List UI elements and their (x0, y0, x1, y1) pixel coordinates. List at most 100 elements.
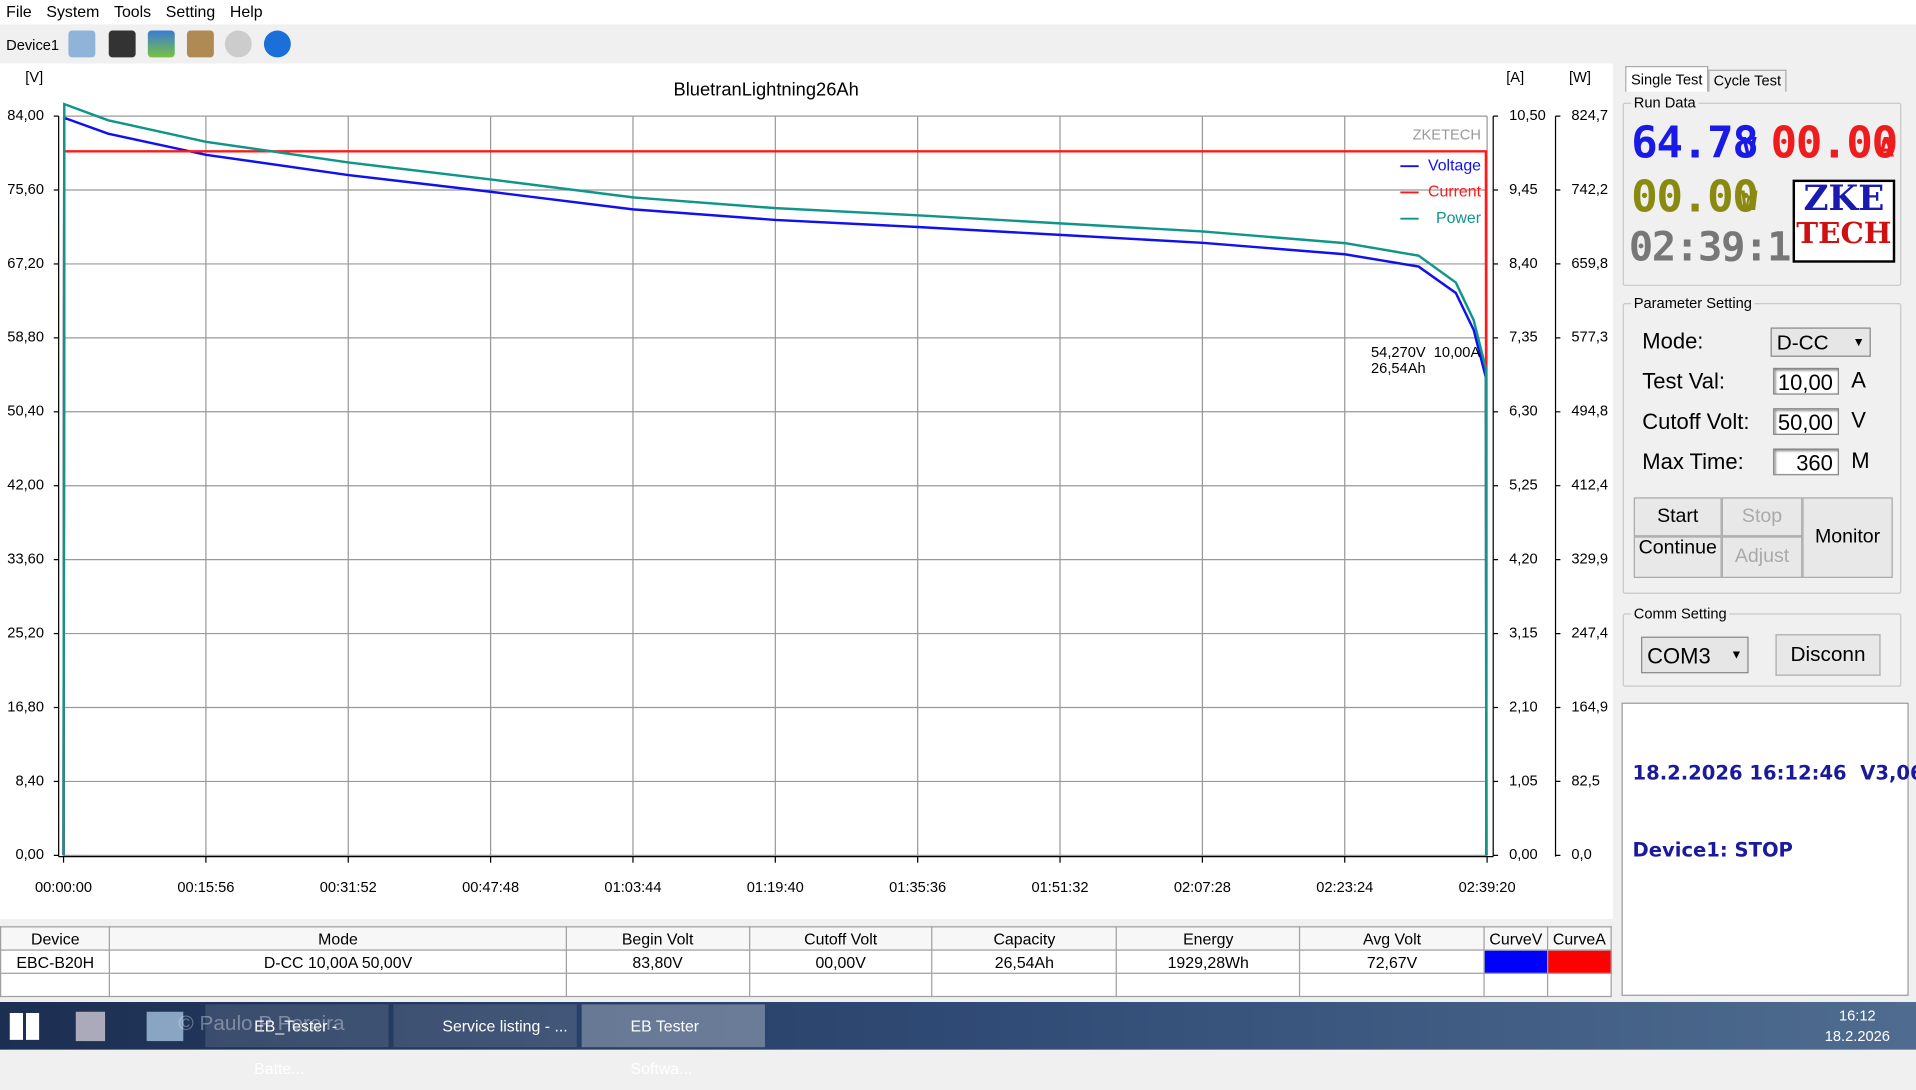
task-item[interactable]: EB_Tester - Batte... (205, 1004, 389, 1078)
table-header: CurveV (1483, 926, 1549, 951)
unit: A (1851, 367, 1866, 393)
status-line: Device1: STOP (1632, 838, 1793, 862)
table-header: Begin Volt (565, 926, 750, 951)
x-tick-label: 00:47:48 (462, 880, 519, 896)
cutoff-input[interactable]: 50,00 (1773, 408, 1840, 436)
menu-item[interactable]: Setting (165, 2, 216, 21)
table-header: Mode (109, 926, 567, 951)
tab[interactable]: Single Test (1625, 65, 1709, 92)
clock-date: 18.2.2026 (1824, 1027, 1890, 1045)
menu-item[interactable]: Tools (114, 2, 152, 21)
disconnect-button[interactable]: Disconn (1775, 634, 1881, 676)
zoom-icon[interactable] (224, 30, 252, 58)
value: COM3 (1647, 643, 1711, 669)
continue-button[interactable]: Continue (1633, 536, 1722, 578)
monitor-button[interactable]: Monitor (1802, 497, 1893, 578)
menu-item[interactable]: Help (229, 2, 263, 21)
y-tick-label: 659,8 (1571, 256, 1608, 272)
series-line (62, 116, 1488, 856)
logo: ZKE TECH (1792, 179, 1896, 263)
voltage-display: 64.78 (1631, 118, 1759, 169)
legend-label: Voltage (1428, 157, 1481, 174)
max-time-input[interactable]: 360 (1773, 448, 1840, 476)
device-tab[interactable]: Device1 (6, 36, 60, 54)
legend-label: Power (1436, 210, 1482, 227)
group-title: Run Data (1631, 94, 1699, 112)
x-tick-label: 01:19:40 (747, 880, 804, 896)
y-tick-label: 1,05 (1509, 773, 1538, 789)
logo-text: TECH (1796, 215, 1892, 251)
power-unit: W (1741, 186, 1757, 218)
calculator-icon[interactable] (75, 1011, 106, 1042)
save-icon[interactable] (108, 30, 136, 58)
stop-button[interactable]: Stop (1721, 497, 1803, 537)
table-header: CurveA (1546, 926, 1612, 951)
table-header: Avg Volt (1299, 926, 1485, 951)
chart: BluetranLightning26Ah [V] [A] [W] 0,00 8,40 16… (7, 70, 1608, 896)
table-cell (1115, 972, 1301, 998)
info-icon[interactable] (263, 30, 291, 58)
table-header: Capacity (931, 926, 1118, 951)
tools-icon[interactable] (186, 30, 214, 58)
y-tick-label: 82,5 (1571, 773, 1600, 789)
start-button[interactable] (9, 1012, 40, 1040)
table-cell (109, 972, 567, 998)
table-cell: 1929,28Wh (1115, 949, 1301, 974)
y-tick-label: 0,00 (1509, 847, 1538, 863)
x-tick-label: 01:35:36 (889, 880, 946, 896)
curve-color (1483, 949, 1549, 974)
series-line (62, 150, 1488, 856)
comm-group: Comm Setting COM3 ▼ Disconn (1622, 604, 1902, 687)
menu-bar: File System Tools Setting Help (0, 0, 1916, 25)
image-icon[interactable] (147, 30, 175, 58)
computer-icon[interactable] (146, 1011, 184, 1042)
menu-item[interactable]: File (6, 2, 32, 21)
table-cell: 26,54Ah (931, 949, 1118, 974)
test-val-input[interactable]: 10,00 (1773, 367, 1840, 395)
table-cell: D-CC 10,00A 50,00V (109, 949, 567, 974)
y-tick-label: 0,00 (15, 847, 44, 863)
y-tick-label: 8,40 (1509, 256, 1538, 272)
open-icon[interactable] (68, 30, 96, 58)
y-tick-label: 5,25 (1509, 478, 1538, 494)
clock: 16:12 18.2.2026 (1808, 1006, 1906, 1048)
current-display: 00.00 (1770, 118, 1899, 169)
y-tick-label: 577,3 (1571, 330, 1608, 346)
y-tick-label: 8,40 (15, 773, 44, 789)
toolbar: Device1 (0, 24, 1916, 64)
adjust-button[interactable]: Adjust (1721, 536, 1803, 578)
value: D-CC (1776, 331, 1829, 355)
x-tick-label: 02:39:20 (1459, 880, 1516, 896)
label: Test Val: (1642, 369, 1726, 394)
y-tick-label: 164,9 (1571, 699, 1608, 715)
table-header: Energy (1115, 926, 1301, 951)
start-button[interactable]: Start (1633, 497, 1722, 537)
y-tick-label: 4,20 (1509, 552, 1538, 568)
watermark: ZKETECH (1413, 128, 1481, 144)
x-tick-label: 00:00:00 (35, 880, 92, 896)
mode-dropdown[interactable]: D-CC ▼ (1770, 327, 1871, 357)
tab[interactable]: Cycle Test (1708, 69, 1787, 92)
x-tick-label: 01:03:44 (604, 880, 661, 896)
group-title: Comm Setting (1631, 604, 1730, 622)
table-cell: 00,00V (748, 949, 933, 974)
table-cell (748, 972, 933, 998)
current-unit: A (1878, 133, 1894, 164)
group-title: Parameter Setting (1631, 294, 1755, 312)
annotation: 54,270V 10,00A (1371, 345, 1480, 361)
watermark: © Paulo P Pereira (178, 1011, 345, 1035)
y-tick-label: 50,40 (7, 404, 44, 420)
y-tick-label: 67,20 (7, 256, 44, 272)
y-tick-label: 84,00 (7, 108, 44, 124)
curve-color (1546, 949, 1612, 974)
port-dropdown[interactable]: COM3 ▼ (1641, 636, 1749, 674)
y-tick-label: 16,80 (7, 699, 44, 715)
label: Max Time: (1642, 449, 1744, 475)
y-tick-label: 2,10 (1509, 699, 1538, 715)
results-table: Device Mode Begin Volt Cutoff Volt Capacity E… (0, 926, 1612, 998)
task-item[interactable]: Service listing - ... (393, 1004, 577, 1048)
menu-item[interactable]: System (46, 2, 100, 21)
run-data-group: Run Data 64.78 V 00.00 A 00.00 W 02:39:1… (1622, 94, 1902, 286)
task-item[interactable]: EB Tester Softwa... (581, 1004, 765, 1078)
